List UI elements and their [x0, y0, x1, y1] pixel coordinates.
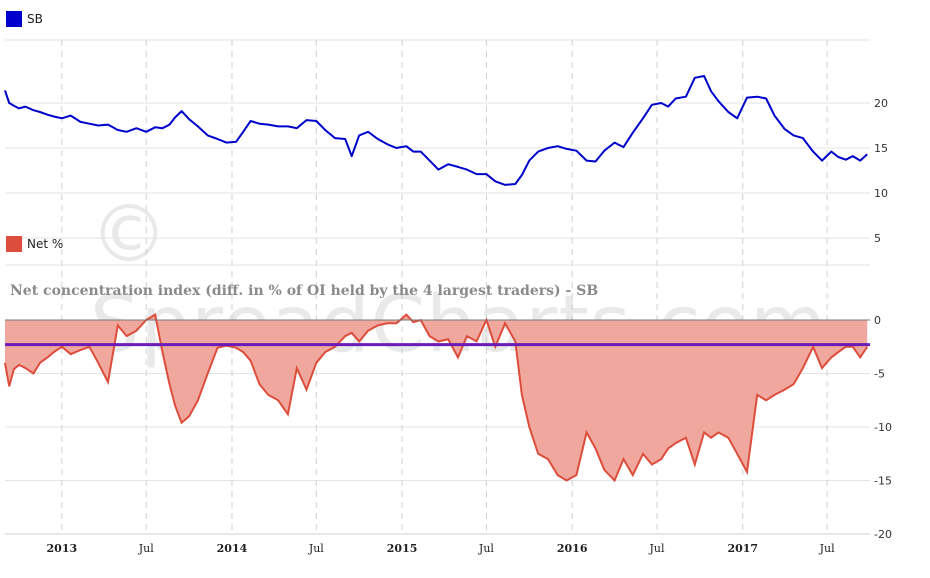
x-tick-label: 2014: [217, 542, 248, 555]
legend-price[interactable]: SB: [6, 11, 43, 27]
x-tick-label: Jul: [649, 542, 665, 555]
legend-net[interactable]: Net %: [6, 236, 63, 252]
price-y-tick-label: 10: [874, 187, 888, 200]
x-tick-label: Jul: [478, 542, 494, 555]
legend-label-net: Net %: [27, 237, 64, 251]
x-tick-label: Jul: [819, 542, 835, 555]
net-y-tick-label: -15: [874, 475, 892, 488]
net-y-tick-label: -20: [874, 528, 892, 541]
legend-swatch-net: [6, 236, 22, 252]
net-y-tick-label: -10: [874, 421, 892, 434]
x-tick-label: 2017: [727, 542, 758, 555]
x-tick-label: Jul: [138, 542, 154, 555]
price-y-tick-label: 20: [874, 97, 888, 110]
net-y-tick-label: 0: [874, 314, 881, 327]
legend-swatch-sb: [6, 11, 22, 27]
net-y-tick-label: -5: [874, 368, 885, 381]
net-area-fill: [5, 314, 868, 481]
price-y-tick-label: 15: [874, 142, 888, 155]
x-tick-label: Jul: [308, 542, 324, 555]
price-line-sb: [4, 75, 868, 186]
x-tick-label: 2013: [47, 542, 78, 555]
x-tick-label: 2015: [387, 542, 418, 555]
price-y-tick-label: 5: [874, 232, 881, 245]
panel-title-net: Net concentration index (diff. in % of O…: [10, 283, 599, 299]
x-tick-label: 2016: [557, 542, 588, 555]
legend-label-sb: SB: [27, 12, 43, 26]
